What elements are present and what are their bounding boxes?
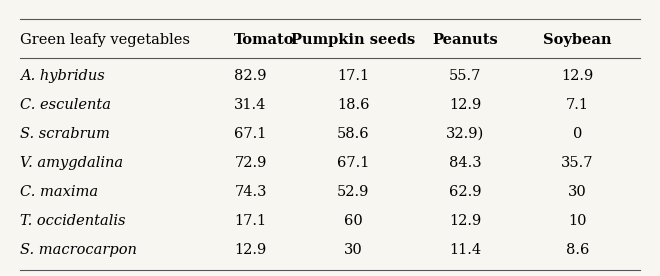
Text: 12.9: 12.9: [449, 214, 481, 228]
Text: Green leafy vegetables: Green leafy vegetables: [20, 33, 190, 47]
Text: 60: 60: [344, 214, 362, 228]
Text: 12.9: 12.9: [449, 98, 481, 112]
Text: 12.9: 12.9: [562, 69, 593, 83]
Text: 58.6: 58.6: [337, 127, 370, 141]
Text: S. macrocarpon: S. macrocarpon: [20, 243, 137, 257]
Text: 74.3: 74.3: [234, 185, 267, 199]
Text: 10: 10: [568, 214, 587, 228]
Text: S. scrabrum: S. scrabrum: [20, 127, 110, 141]
Text: 35.7: 35.7: [561, 156, 594, 170]
Text: C. maxima: C. maxima: [20, 185, 98, 199]
Text: 8.6: 8.6: [566, 243, 589, 257]
Text: 52.9: 52.9: [337, 185, 370, 199]
Text: 7.1: 7.1: [566, 98, 589, 112]
Text: Peanuts: Peanuts: [432, 33, 498, 47]
Text: 67.1: 67.1: [337, 156, 370, 170]
Text: Soybean: Soybean: [543, 33, 612, 47]
Text: Pumpkin seeds: Pumpkin seeds: [291, 33, 415, 47]
Text: T. occidentalis: T. occidentalis: [20, 214, 125, 228]
Text: 72.9: 72.9: [234, 156, 267, 170]
Text: 32.9): 32.9): [446, 127, 484, 141]
Text: 17.1: 17.1: [234, 214, 267, 228]
Text: V. amygdalina: V. amygdalina: [20, 156, 123, 170]
Text: 62.9: 62.9: [449, 185, 482, 199]
Text: Tomato: Tomato: [234, 33, 295, 47]
Text: 67.1: 67.1: [234, 127, 267, 141]
Text: 11.4: 11.4: [449, 243, 481, 257]
Text: A. hybridus: A. hybridus: [20, 69, 104, 83]
Text: 55.7: 55.7: [449, 69, 482, 83]
Text: 12.9: 12.9: [234, 243, 267, 257]
Text: C. esculenta: C. esculenta: [20, 98, 111, 112]
Text: 84.3: 84.3: [449, 156, 482, 170]
Text: 30: 30: [568, 185, 587, 199]
Text: 0: 0: [573, 127, 582, 141]
Text: 30: 30: [344, 243, 362, 257]
Text: 82.9: 82.9: [234, 69, 267, 83]
Text: 17.1: 17.1: [337, 69, 369, 83]
Text: 31.4: 31.4: [234, 98, 267, 112]
Text: 18.6: 18.6: [337, 98, 370, 112]
